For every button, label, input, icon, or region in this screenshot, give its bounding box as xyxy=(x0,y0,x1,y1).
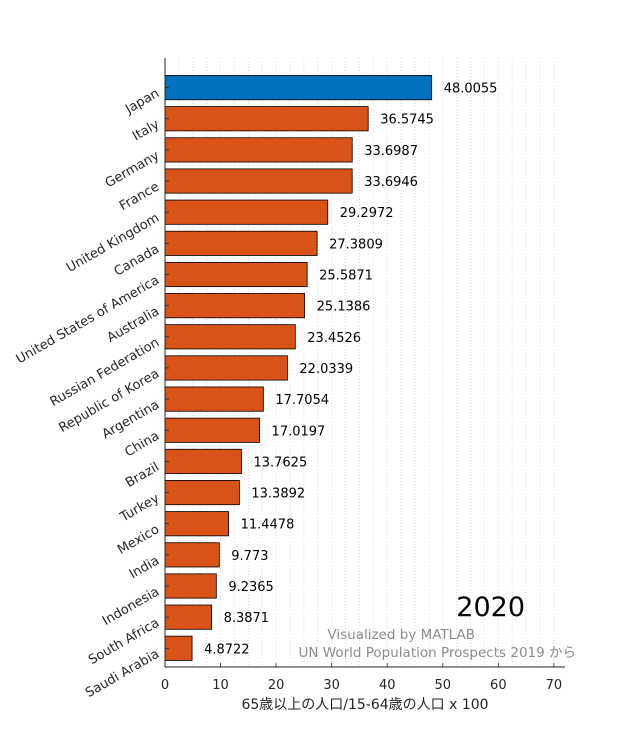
value-label: 25.5871 xyxy=(319,268,373,283)
value-label: 25.1386 xyxy=(317,300,371,315)
x-tick-label: 30 xyxy=(323,678,340,693)
bar xyxy=(164,480,240,506)
value-label: 29.2972 xyxy=(340,206,394,221)
category-label: Mexico xyxy=(115,522,162,558)
bar xyxy=(164,261,308,288)
value-label: 33.6987 xyxy=(364,144,418,159)
value-label: 9.2365 xyxy=(228,580,274,595)
bar xyxy=(164,417,260,443)
x-tick-label: 70 xyxy=(546,678,563,693)
category-label: France xyxy=(117,180,162,215)
value-label: 11.4478 xyxy=(241,518,295,533)
bar xyxy=(164,230,318,256)
value-label: 36.5745 xyxy=(380,113,434,128)
x-tick-label: 50 xyxy=(435,678,452,693)
bar xyxy=(164,448,242,474)
bar xyxy=(164,604,212,630)
bar xyxy=(164,386,264,412)
credit-visualized: Visualized by MATLAB xyxy=(327,627,475,643)
value-label: 23.4526 xyxy=(307,331,361,346)
year-label: 2020 xyxy=(456,592,525,623)
x-tick-labels: 0 10 20 30 40 50 60 70 xyxy=(161,678,562,693)
value-labels: 48.0055 36.5745 33.6987 33.6946 29.2972 27.38… xyxy=(204,82,497,658)
bar xyxy=(164,199,329,225)
value-label: 13.3892 xyxy=(251,487,305,502)
category-label: Turkey xyxy=(117,491,162,526)
value-label: 33.6946 xyxy=(364,175,418,190)
bar xyxy=(164,573,217,599)
value-label: 22.0339 xyxy=(299,362,353,377)
value-label: 4.8722 xyxy=(204,642,250,657)
x-tick-label: 0 xyxy=(161,678,169,693)
value-label: 27.3809 xyxy=(329,237,383,252)
value-label: 48.0055 xyxy=(444,82,498,97)
value-label: 9.773 xyxy=(231,549,268,564)
x-tick-label: 10 xyxy=(212,678,229,693)
axes xyxy=(164,58,565,668)
value-label: 8.3871 xyxy=(224,611,270,626)
value-label: 17.7054 xyxy=(275,393,329,408)
x-tick-label: 40 xyxy=(379,678,396,693)
bar xyxy=(164,635,193,661)
category-label: Brazil xyxy=(123,460,162,491)
bar xyxy=(164,355,288,381)
credit-source: UN World Population Prospects 2019 から xyxy=(299,645,576,661)
value-label: 17.0197 xyxy=(272,424,326,439)
bar xyxy=(164,106,369,132)
bar xyxy=(164,324,296,350)
bar xyxy=(164,75,433,101)
x-tick-label: 20 xyxy=(268,678,285,693)
bar xyxy=(164,511,229,537)
bar xyxy=(164,293,306,319)
x-tick-label: 60 xyxy=(490,678,507,693)
bars xyxy=(164,75,433,661)
category-label: India xyxy=(127,553,162,582)
x-axis-title: 65歳以上の人口/15-64歳の人口 x 100 xyxy=(241,697,488,713)
value-label: 13.7625 xyxy=(253,455,307,470)
category-label: Japan xyxy=(122,86,162,118)
grid-lines xyxy=(178,58,555,667)
bar xyxy=(164,542,220,568)
category-label: Italy xyxy=(130,117,162,144)
bar xyxy=(164,137,353,163)
category-label: China xyxy=(122,429,162,461)
bar xyxy=(164,168,353,194)
